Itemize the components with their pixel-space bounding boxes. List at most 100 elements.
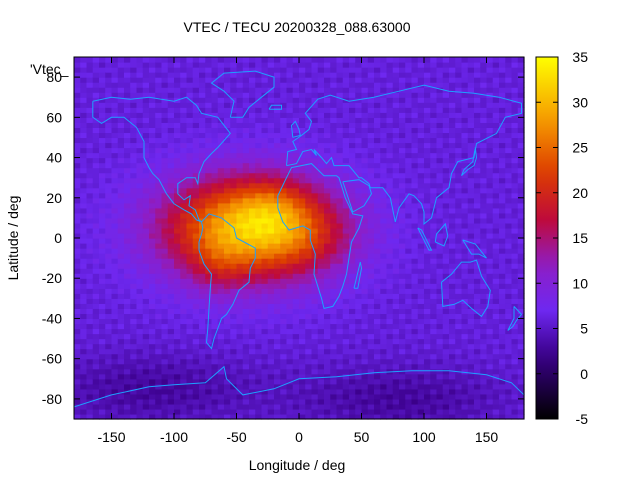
heatmap-cell — [236, 82, 244, 88]
heatmap-cell — [161, 212, 169, 219]
heatmap-cell — [299, 368, 306, 375]
heatmap-cell — [274, 353, 281, 360]
heatmap-cell — [399, 313, 406, 320]
heatmap-cell — [499, 358, 506, 365]
heatmap-cell — [399, 288, 406, 294]
heatmap-cell — [199, 253, 206, 259]
heatmap-cell — [236, 283, 244, 289]
heatmap-cell — [174, 82, 181, 88]
heatmap-cell — [267, 192, 275, 199]
heatmap-cell — [461, 67, 469, 73]
heatmap-cell — [136, 62, 144, 68]
heatmap-cell — [305, 318, 313, 325]
heatmap-cell — [242, 238, 250, 244]
heatmap-cell — [424, 403, 431, 410]
heatmap-cell — [367, 288, 375, 294]
heatmap-cell — [455, 82, 463, 88]
heatmap-cell — [355, 182, 363, 189]
heatmap-cell — [399, 182, 406, 189]
heatmap-cell — [330, 107, 338, 113]
heatmap-cell — [449, 107, 456, 113]
heatmap-cell — [180, 187, 188, 194]
heatmap-cell — [224, 232, 231, 239]
heatmap-cell — [374, 388, 381, 395]
heatmap-cell — [242, 383, 250, 390]
heatmap-cell — [317, 97, 325, 103]
heatmap-cell — [499, 157, 506, 164]
heatmap-cell — [467, 157, 475, 164]
heatmap-cell — [142, 313, 150, 320]
heatmap-cell — [474, 212, 481, 219]
heatmap-cell — [311, 333, 319, 340]
heatmap-cell — [167, 298, 175, 304]
heatmap-cell — [242, 177, 250, 184]
heatmap-cell — [367, 162, 375, 169]
heatmap-cell — [492, 217, 500, 224]
heatmap-cell — [317, 102, 325, 108]
heatmap-cell — [417, 393, 425, 400]
heatmap-cell — [274, 217, 281, 224]
heatmap-cell — [130, 87, 138, 93]
heatmap-cell — [436, 353, 444, 360]
heatmap-cell — [99, 167, 106, 174]
heatmap-cell — [180, 82, 188, 88]
heatmap-cell — [286, 263, 294, 269]
heatmap-cell — [124, 97, 131, 103]
heatmap-cell — [230, 182, 238, 189]
heatmap-cell — [249, 288, 256, 294]
heatmap-cell — [199, 232, 206, 239]
heatmap-cell — [111, 243, 119, 249]
heatmap-cell — [80, 137, 88, 144]
heatmap-cell — [355, 72, 363, 78]
heatmap-cell — [249, 182, 256, 189]
heatmap-cell — [492, 333, 500, 340]
heatmap-cell — [424, 112, 431, 118]
heatmap-cell — [74, 112, 81, 118]
heatmap-cell — [149, 368, 156, 375]
heatmap-cell — [136, 197, 144, 204]
heatmap-cell — [136, 217, 144, 224]
heatmap-cell — [267, 353, 275, 360]
heatmap-cell — [342, 343, 350, 350]
heatmap-cell — [417, 333, 425, 340]
heatmap-cell — [449, 333, 456, 340]
heatmap-cell — [467, 82, 475, 88]
heatmap-cell — [255, 313, 263, 320]
heatmap-cell — [386, 102, 394, 108]
heatmap-cell — [467, 152, 475, 159]
heatmap-cell — [361, 197, 369, 204]
heatmap-cell — [392, 222, 400, 229]
heatmap-cell — [217, 268, 225, 274]
heatmap-cell — [361, 278, 369, 284]
heatmap-cell — [217, 343, 225, 350]
heatmap-cell — [449, 72, 456, 78]
heatmap-cell — [461, 348, 469, 355]
heatmap-cell — [161, 263, 169, 269]
heatmap-cell — [224, 238, 231, 244]
heatmap-cell — [249, 388, 256, 395]
heatmap-cell — [392, 227, 400, 234]
heatmap-cell — [99, 97, 106, 103]
heatmap-cell — [117, 182, 125, 189]
heatmap-cell — [424, 328, 431, 335]
heatmap-cell — [342, 57, 350, 63]
heatmap-cell — [449, 253, 456, 259]
heatmap-cell — [399, 207, 406, 214]
heatmap-cell — [292, 177, 300, 184]
heatmap-cell — [311, 177, 319, 184]
heatmap-cell — [467, 243, 475, 249]
heatmap-cell — [261, 162, 269, 169]
heatmap-cell — [242, 157, 250, 164]
heatmap-cell — [311, 227, 319, 234]
heatmap-cell — [367, 232, 375, 239]
heatmap-cell — [242, 167, 250, 174]
heatmap-cell — [499, 147, 506, 154]
heatmap-cell — [436, 313, 444, 320]
heatmap-cell — [274, 383, 281, 390]
heatmap-cell — [111, 278, 119, 284]
heatmap-cell — [242, 207, 250, 214]
heatmap-cell — [280, 122, 288, 128]
heatmap-cell — [399, 57, 406, 63]
heatmap-cell — [386, 167, 394, 174]
heatmap-cell — [249, 283, 256, 289]
